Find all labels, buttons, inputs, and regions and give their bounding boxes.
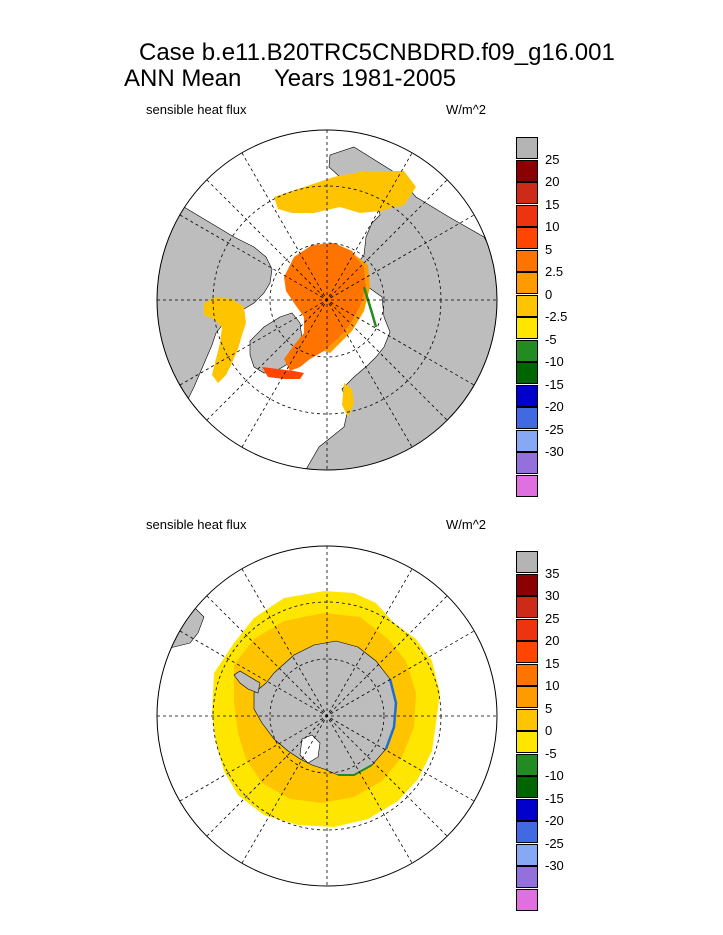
south-flux-coastal-negative [384,678,398,750]
south-colorbar-label: -15 [545,790,564,806]
north-flux-arctic-core [284,243,366,371]
south-colorbar-swatch [516,618,538,641]
south-colorbar-swatch [516,798,538,821]
south-colorbar-label: -25 [545,835,564,851]
south-colorbar-swatch [516,686,538,708]
south-colorbar-swatch [516,596,538,618]
north-flux-bering [274,171,416,213]
north-colorbar-label: 10 [545,219,560,234]
south-colorbar-label: -20 [545,813,564,828]
north-colorbar-swatch [516,204,538,227]
south-polar-map [156,545,498,887]
south-graticule [157,546,497,886]
south-colorbar-label: 20 [545,633,560,648]
south-colorbar-label: -10 [545,768,564,783]
south-ross-ice-shelf [299,734,321,764]
north-flux-labrador-sea [262,367,304,379]
north-flux-arctic-ring [324,251,370,353]
south-flux-coastal-green [338,764,373,776]
north-colorbar-swatch [516,249,538,272]
south-colorbar-label: 10 [545,678,560,693]
south-colorbar-swatch [516,776,538,798]
plot-title-case: Case b.e11.B20TRC5CNBDRD.f09_g16.001 [139,39,615,66]
north-flux-baffin [204,297,246,383]
north-colorbar-swatch [516,159,538,182]
south-colorbar-swatch [516,731,538,753]
south-colorbar-swatch [516,641,538,663]
south-colorbar-label: 5 [545,700,553,716]
north-colorbar-swatch [516,407,538,429]
north-variable-label: sensible heat flux [146,102,247,117]
south-map-border [156,545,498,887]
north-colorbar-label: 25 [545,151,560,167]
south-colorbar-label: 0 [545,723,553,738]
north-colorbar-label: 20 [545,174,560,189]
south-colorbar-swatch [516,821,538,843]
south-colorbar-label: 35 [545,565,560,581]
plot-title-mean: ANN Mean [124,65,242,92]
north-colorbar-label: -25 [545,421,564,437]
south-colorbar-label: -5 [545,745,557,761]
north-colorbar-swatch [516,137,538,159]
south-colorbar-swatch [516,866,538,888]
north-graticule [157,130,497,470]
north-colorbar-swatch [516,429,538,452]
north-colorbar-swatch [516,272,538,294]
north-colorbar-swatch [516,474,538,497]
south-colorbar-label: -30 [545,858,564,873]
north-colorbar-label: -5 [545,331,557,347]
south-colorbar-label: 30 [545,588,560,603]
north-colorbar-label: 0 [545,286,553,302]
north-colorbar-swatch [516,452,538,474]
south-land-peninsula [233,670,261,694]
north-colorbar-label: 15 [545,196,560,212]
north-colorbar-swatch [516,182,538,204]
south-variable-label: sensible heat flux [146,517,247,532]
north-colorbar-label: 2.5 [545,264,564,279]
north-flux-baltic [342,383,354,417]
north-colorbar-label: -10 [545,354,564,369]
north-colorbar-swatch [516,384,538,407]
north-colorbar-swatch [516,227,538,249]
south-units-label: W/m^2 [446,517,487,532]
north-colorbar-swatch [516,339,538,362]
south-colorbar-swatch [516,843,538,866]
north-colorbar-swatch [516,317,538,339]
north-colorbar-label: -30 [545,444,564,459]
south-colorbar-label: 15 [545,655,560,671]
north-map-border [156,129,498,471]
north-polar-map [156,129,498,471]
north-colorbar-swatch [516,362,538,384]
south-colorbar-swatch [516,888,538,911]
south-colorbar-swatch [516,663,538,686]
south-colorbar-label: 25 [545,610,560,626]
north-colorbar-label: -20 [545,399,564,414]
south-colorbar-swatch [516,573,538,596]
north-colorbar-label: -2.5 [545,309,568,324]
south-colorbar-swatch [516,551,538,573]
north-units-label: W/m^2 [446,102,487,117]
north-flux-negative-edge [362,286,378,328]
north-colorbar-label: 5 [545,241,553,257]
south-colorbar-swatch [516,753,538,776]
south-colorbar-swatch [516,708,538,731]
plot-title-years: Years 1981-2005 [274,65,456,92]
north-colorbar-label: -15 [545,376,564,392]
north-colorbar-swatch [516,294,538,317]
